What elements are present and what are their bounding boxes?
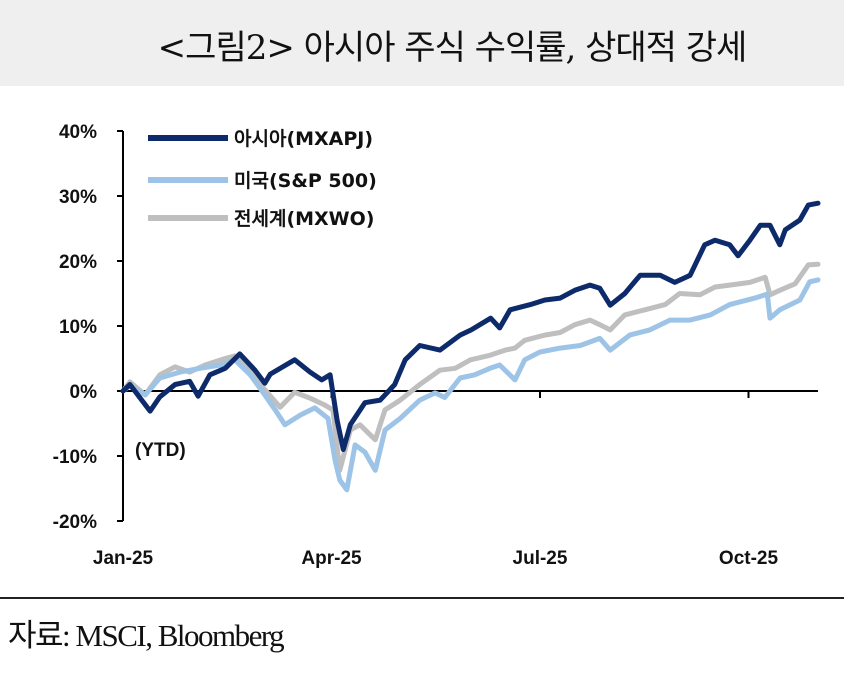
x-tick-label: Jan-25: [93, 548, 154, 569]
y-tick-label: 0%: [70, 382, 98, 403]
source-note: 자료: MSCI, Bloomberg: [8, 618, 285, 653]
x-tick-label: Oct-25: [719, 548, 779, 569]
legend-label: 미국(S&P 500): [234, 170, 377, 192]
y-tick-label: 10%: [59, 317, 97, 338]
series-line-1: [120, 277, 821, 493]
y-tick-label: 30%: [59, 187, 97, 208]
line-chart: -20% -10% 0% 10% 20% 30% 40% Jan-25 Apr-25 Jul-25…: [53, 122, 821, 569]
divider: [0, 597, 844, 599]
y-tick-label: -20%: [53, 512, 97, 533]
legend-label: 아시아(MXAPJ): [234, 128, 373, 150]
chart-title: <그림2> 아시아 주식 수익률, 상대적 강세: [157, 28, 748, 68]
y-tick-label: -10%: [53, 447, 97, 468]
title-bar: <그림2> 아시아 주식 수익률, 상대적 강세: [0, 0, 844, 86]
series-line-0: [120, 200, 821, 452]
legend-label: 전세계(MXWO): [234, 208, 374, 230]
y-tick-label: 20%: [59, 252, 97, 273]
x-tick-label: Apr-25: [301, 548, 362, 569]
y-tick-label: 40%: [59, 122, 97, 143]
x-tick-label: Jul-25: [513, 548, 568, 569]
ytd-annotation: (YTD): [135, 440, 186, 461]
